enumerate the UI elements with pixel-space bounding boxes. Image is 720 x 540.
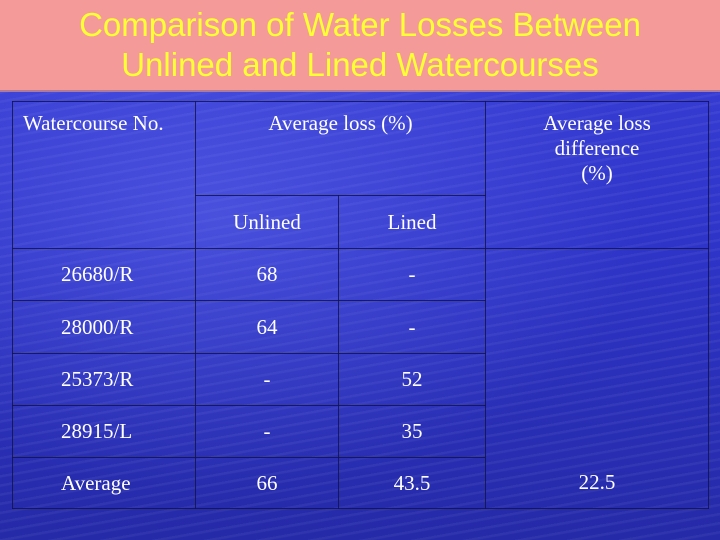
cell-lined: 52 xyxy=(337,353,487,406)
cell-difference-empty xyxy=(485,248,710,458)
slide-title-line-1: Comparison of Water Losses Between xyxy=(79,6,641,43)
average-row: Average 66 43.5 22.5 xyxy=(12,457,710,509)
cell-watercourse: 28915/L xyxy=(12,405,196,458)
slide-title-band: Comparison of Water Losses Between Unlin… xyxy=(0,0,720,92)
cell-unlined: 64 xyxy=(195,300,339,354)
cell-unlined: 68 xyxy=(195,248,339,301)
header-average-loss-difference: Average loss difference (%) xyxy=(485,101,710,249)
water-loss-table: Watercourse No. Average loss (%) Average… xyxy=(12,101,710,509)
cell-average-difference: 22.5 xyxy=(485,457,710,509)
cell-average-unlined: 66 xyxy=(195,457,339,509)
header-row-1: Watercourse No. Average loss (%) Average… xyxy=(12,101,710,249)
header-average-loss: Average loss (%) xyxy=(194,101,487,196)
cell-watercourse: 26680/R xyxy=(12,248,196,301)
slide-title-line-2: Unlined and Lined Watercourses xyxy=(121,46,599,83)
cell-lined: - xyxy=(337,300,487,354)
header-watercourse-no: Watercourse No. xyxy=(12,101,196,249)
cell-watercourse: 25373/R xyxy=(12,353,196,406)
cell-unlined: - xyxy=(195,353,339,406)
header-lined: Lined xyxy=(337,195,487,249)
table-row: 26680/R 68 - xyxy=(12,248,710,458)
header-difference-line-2: difference xyxy=(554,136,640,160)
cell-unlined: - xyxy=(195,405,339,458)
cell-average-label: Average xyxy=(12,457,196,509)
header-difference-line-1: Average loss xyxy=(543,111,651,135)
table-row: 28915/L - 35 xyxy=(12,405,709,458)
header-unlined: Unlined xyxy=(195,195,339,249)
cell-lined: - xyxy=(337,248,487,301)
header-difference-line-3: (%) xyxy=(581,161,613,185)
header-row-2: Unlined Lined xyxy=(13,195,709,249)
cell-watercourse: 28000/R xyxy=(12,300,196,354)
cell-average-lined: 43.5 xyxy=(337,457,487,509)
cell-lined: 35 xyxy=(337,405,487,458)
